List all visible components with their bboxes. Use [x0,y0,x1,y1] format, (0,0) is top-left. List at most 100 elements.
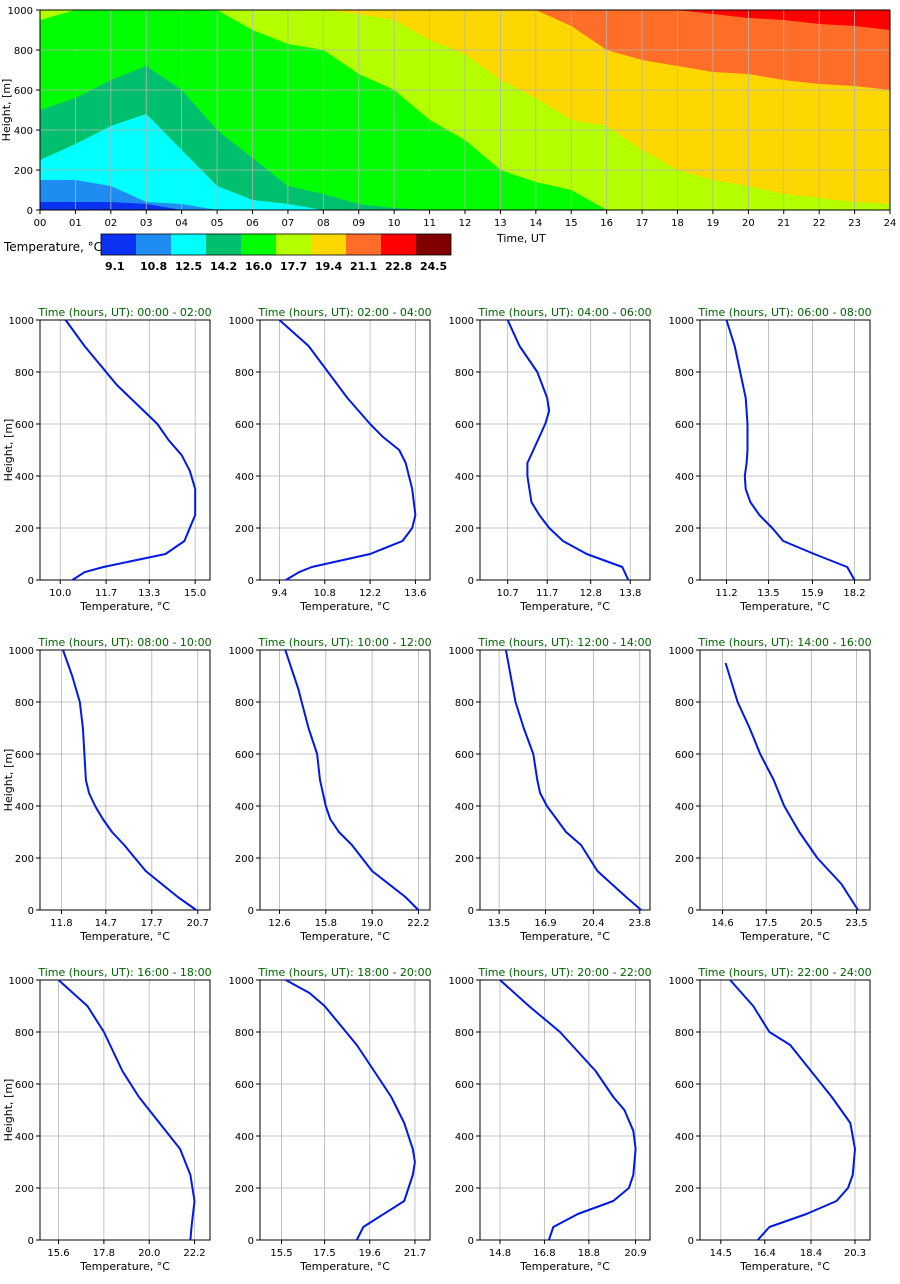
profile-x-tick-label: 19.0 [361,918,383,929]
profile-y-tick-label: 600 [455,1080,474,1091]
profile-x-tick-label: 16.9 [534,918,556,929]
profile-y-tick-label: 1000 [9,316,34,327]
profile-line [725,319,856,581]
profile-plot-area [40,650,210,910]
profile-line [499,979,637,1241]
profile-plot-area [700,320,870,580]
heatmap-y-tick-label: 600 [14,86,33,97]
profile-y-tick-label: 200 [675,854,694,865]
profile-y-tick-label: 800 [235,1028,254,1039]
profile-y-tick-label: 1000 [669,316,694,327]
profile-plot-area [260,650,430,910]
heatmap-x-tick-label: 15 [565,218,578,229]
profile-y-tick-label: 200 [15,1184,34,1195]
profile-x-axis-label: Temperature, °C [299,930,390,943]
profile-frame [479,649,651,911]
profile-y-tick-label: 800 [15,698,34,709]
profile-x-tick-label: 12.8 [580,588,602,599]
profile-x-tick-label: 14.6 [711,918,733,929]
profile-line [278,319,417,581]
profile-x-tick-label: 10.0 [49,588,71,599]
profile-x-tick-label: 18.2 [843,588,865,599]
profile-x-tick-label: 13.6 [404,588,426,599]
profile-y-tick-label: 1000 [449,646,474,657]
profile-x-tick-label: 9.4 [271,588,287,599]
profile-x-tick-label: 15.0 [184,588,206,599]
profile-title: Time (hours, UT): 06:00 - 08:00 [697,306,871,319]
profile-plot-area [480,980,650,1240]
profile-x-tick-label: 18.4 [800,1248,822,1259]
profile-y-tick-label: 0 [248,1236,254,1247]
profile-frame [479,319,651,581]
profile-y-tick-label: 1000 [9,976,34,987]
profile-y-tick-label: 200 [15,524,34,535]
legend-swatch [381,234,416,255]
profile-title: Time (hours, UT): 08:00 - 10:00 [37,636,211,649]
profile-y-tick-label: 1000 [669,976,694,987]
profile-y-tick-label: 400 [235,472,254,483]
profile-x-tick-label: 13.8 [619,588,641,599]
profile-x-tick-label: 17.8 [93,1248,115,1259]
profile-y-tick-label: 0 [28,906,34,917]
profile-y-tick-label: 800 [235,698,254,709]
heatmap-x-tick-label: 17 [636,218,649,229]
profile-x-tick-label: 11.7 [95,588,117,599]
legend-swatch [416,234,451,255]
profile-y-tick-label: 200 [235,854,254,865]
heatmap-y-tick-label: 400 [14,126,33,137]
profile-x-axis-label: Temperature, °C [79,930,170,943]
profile-x-axis-label: Temperature, °C [519,600,610,613]
profile-y-tick-label: 600 [235,750,254,761]
legend-label: 19.4 [315,260,342,273]
profile-x-tick-label: 20.9 [624,1248,646,1259]
profile-x-tick-label: 11.7 [536,588,558,599]
profile-frame [699,319,871,581]
legend-swatch [101,234,136,255]
legend-swatch [206,234,241,255]
legend-swatch [136,234,171,255]
legend-swatch [276,234,311,255]
profile-y-tick-label: 1000 [229,976,254,987]
profile-y-tick-label: 1000 [229,646,254,657]
profile-x-tick-label: 23.8 [629,918,651,929]
profile-x-tick-label: 12.6 [268,918,290,929]
profile-y-tick-label: 0 [468,1236,474,1247]
profile-y-tick-label: 600 [675,420,694,431]
profile-y-axis-label: Height, [m] [2,749,15,812]
profile-x-tick-label: 19.6 [359,1248,381,1259]
profile-frame [699,979,871,1241]
profile-y-tick-label: 400 [455,472,474,483]
legend-label: 21.1 [350,260,377,273]
profile-x-axis-label: Temperature, °C [79,1260,170,1273]
profile-y-tick-label: 800 [15,1028,34,1039]
profile-frame [259,319,431,581]
profile-y-tick-label: 0 [688,576,694,587]
profile-x-axis-label: Temperature, °C [519,930,610,943]
profile-y-tick-label: 200 [455,1184,474,1195]
profile-y-axis-label: Height, [m] [2,419,15,482]
profile-y-tick-label: 1000 [449,316,474,327]
heatmap-x-tick-label: 02 [104,218,117,229]
profile-y-tick-label: 200 [15,854,34,865]
heatmap-x-tick-label: 04 [175,218,188,229]
profile-y-tick-label: 600 [15,750,34,761]
profile-y-tick-label: 600 [675,1080,694,1091]
profile-x-tick-label: 15.8 [315,918,337,929]
profile-y-tick-label: 800 [15,368,34,379]
profile-line [506,319,630,581]
heatmap-x-tick-label: 07 [282,218,295,229]
heatmap-band [40,10,890,30]
heatmap-x-tick-label: 01 [69,218,82,229]
profile-title: Time (hours, UT): 10:00 - 12:00 [257,636,431,649]
profile-y-tick-label: 0 [248,906,254,917]
heatmap-x-tick-label: 20 [742,218,755,229]
profile-y-tick-label: 0 [468,576,474,587]
profile-line [729,979,856,1241]
profile-frame [39,649,211,911]
profile-x-tick-label: 14.8 [489,1248,511,1259]
profile-y-tick-label: 0 [688,1236,694,1247]
profile-title: Time (hours, UT): 00:00 - 02:00 [37,306,211,319]
profile-y-tick-label: 200 [675,524,694,535]
profile-frame [479,979,651,1241]
